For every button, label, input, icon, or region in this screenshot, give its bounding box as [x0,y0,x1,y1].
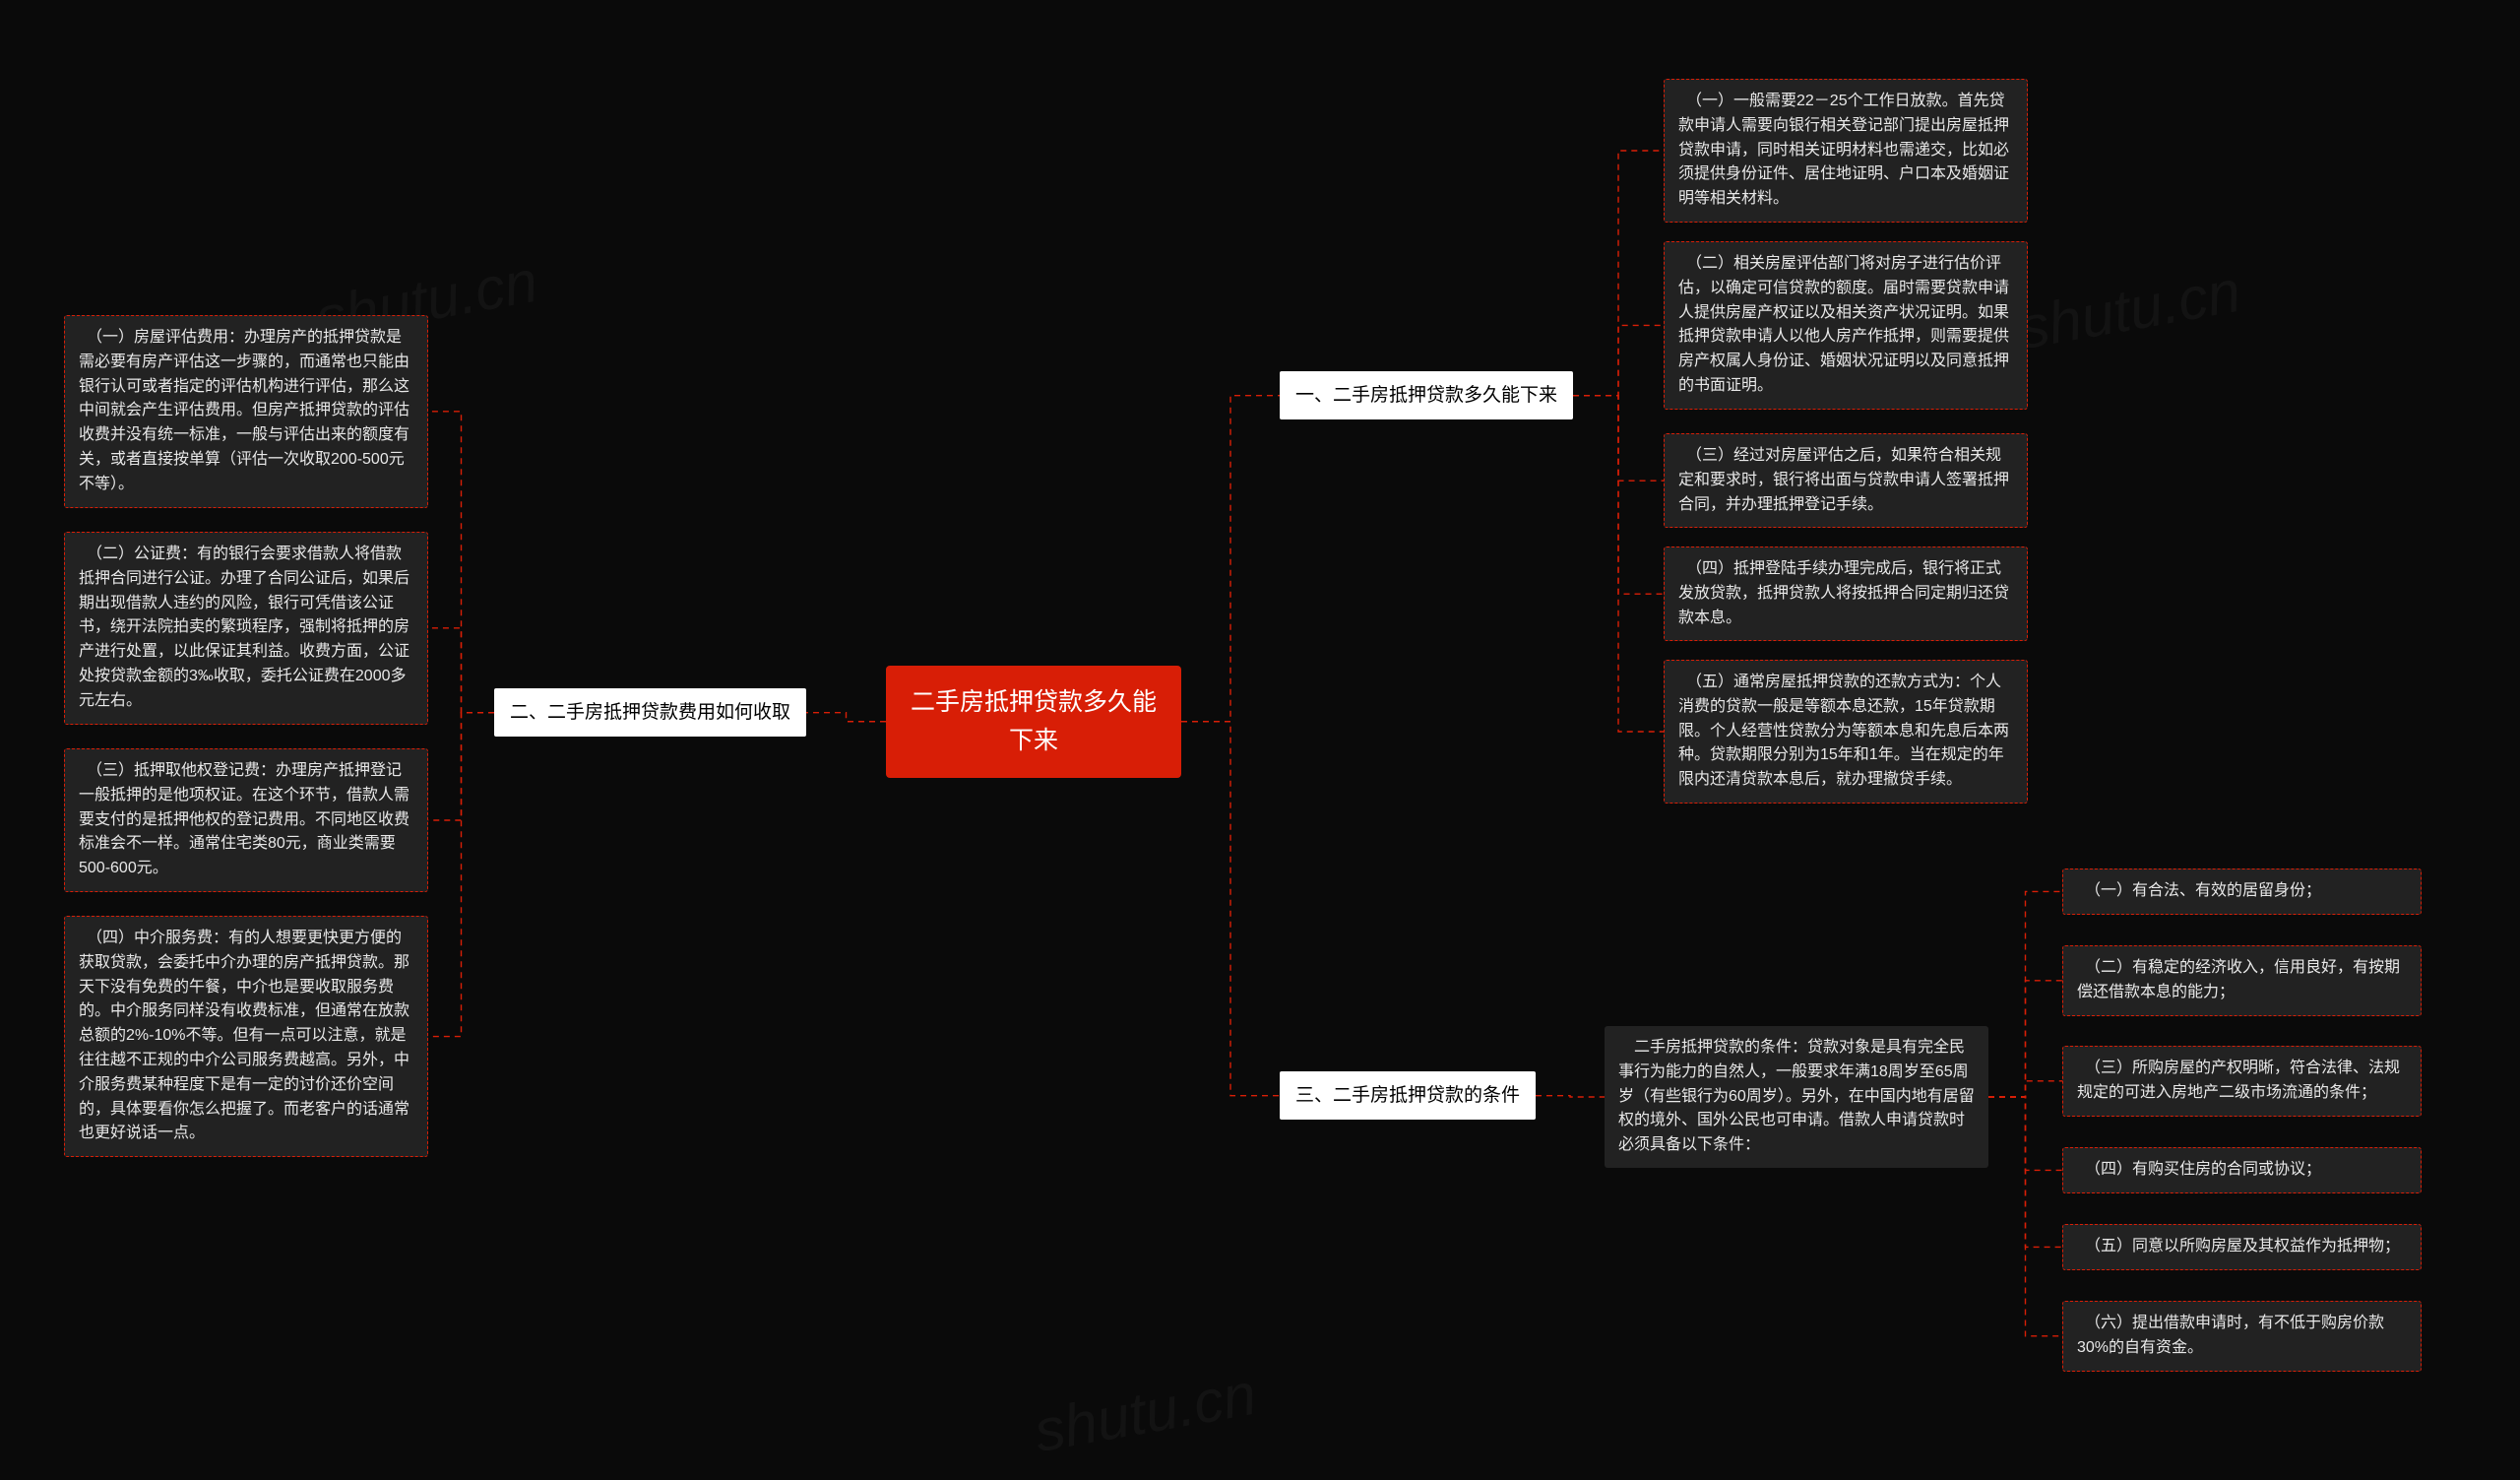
branch-3-item-6: （六）提出借款申请时，有不低于购房价款30%的自有资金。 [2062,1301,2422,1372]
branch-1-item-3: （三）经过对房屋评估之后，如果符合相关规定和要求时，银行将出面与贷款申请人签署抵… [1664,433,2028,528]
branch-3-item-5: （五）同意以所购房屋及其权益作为抵押物； [2062,1224,2422,1270]
branch-2-item-2: （二）公证费：有的银行会要求借款人将借款抵押合同进行公证。办理了合同公证后，如果… [64,532,428,725]
root-node: 二手房抵押贷款多久能下来 [886,666,1181,778]
branch-3-item-4: （四）有购买住房的合同或协议； [2062,1147,2422,1193]
watermark: shutu.cn [1030,1360,1261,1465]
mindmap-canvas: shutu.cn shutu.cn shutu.cn 二手房抵押贷款多久能下来 … [0,0,2520,1480]
branch-1-item-2: （二）相关房屋评估部门将对房子进行估价评估，以确定可信贷款的额度。届时需要贷款申… [1664,241,2028,410]
branch-1-item-5: （五）通常房屋抵押贷款的还款方式为：个人消费的贷款一般是等额本息还款，15年贷款… [1664,660,2028,804]
branch-3-item-2: （二）有稳定的经济收入，信用良好，有按期偿还借款本息的能力； [2062,945,2422,1016]
branch-2-item-3: （三）抵押取他权登记费：办理房产抵押登记一般抵押的是他项权证。在这个环节，借款人… [64,748,428,892]
branch-2-item-4: （四）中介服务费：有的人想要更快更方便的获取贷款，会委托中介办理的房产抵押贷款。… [64,916,428,1157]
branch-3: 三、二手房抵押贷款的条件 [1280,1071,1536,1120]
branch-2-item-1: （一）房屋评估费用：办理房产的抵押贷款是需必要有房产评估这一步骤的，而通常也只能… [64,315,428,508]
branch-1-item-1: （一）一般需要22－25个工作日放款。首先贷款申请人需要向银行相关登记部门提出房… [1664,79,2028,223]
branch-3-item-3: （三）所购房屋的产权明晰，符合法律、法规规定的可进入房地产二级市场流通的条件； [2062,1046,2422,1117]
branch-1: 一、二手房抵押贷款多久能下来 [1280,371,1573,419]
branch-3-item-1: （一）有合法、有效的居留身份； [2062,869,2422,915]
branch-2: 二、二手房抵押贷款费用如何收取 [494,688,806,737]
watermark: shutu.cn [2014,257,2245,362]
branch-3-summary: 二手房抵押贷款的条件：贷款对象是具有完全民事行为能力的自然人，一般要求年满18周… [1605,1026,1988,1168]
branch-1-item-4: （四）抵押登陆手续办理完成后，银行将正式发放贷款，抵押贷款人将按抵押合同定期归还… [1664,547,2028,641]
